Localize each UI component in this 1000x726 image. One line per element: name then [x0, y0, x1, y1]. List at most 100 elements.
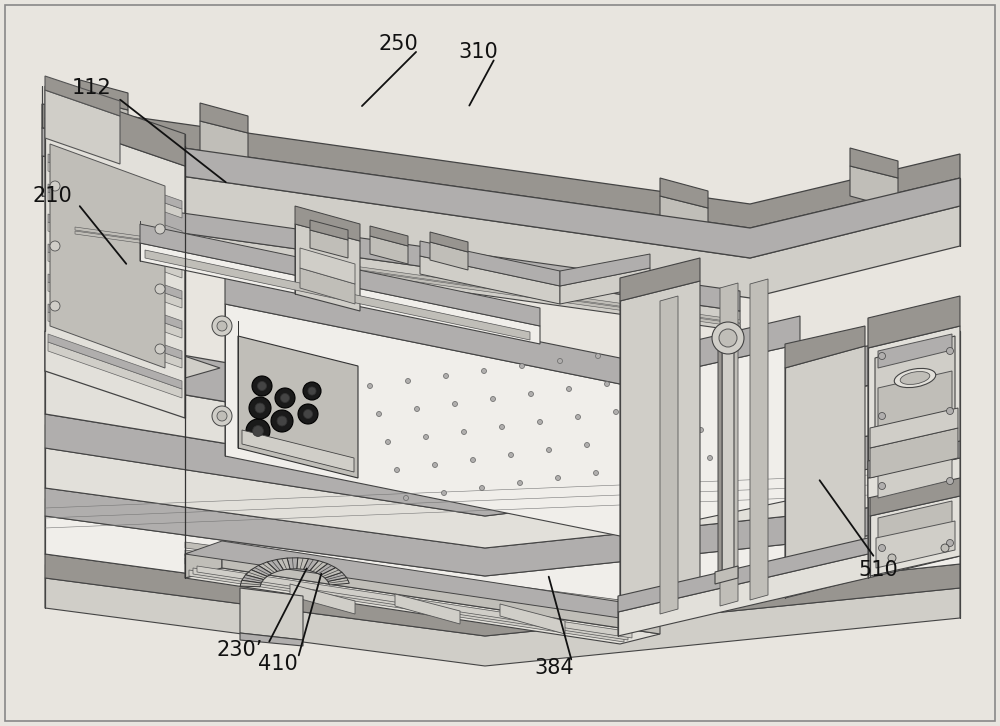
Polygon shape	[48, 154, 182, 209]
Circle shape	[386, 439, 390, 444]
Polygon shape	[45, 488, 960, 576]
Polygon shape	[48, 282, 182, 338]
Polygon shape	[200, 103, 248, 133]
Polygon shape	[868, 458, 960, 498]
Polygon shape	[140, 243, 540, 344]
Polygon shape	[45, 554, 960, 636]
Polygon shape	[80, 80, 128, 110]
Polygon shape	[370, 226, 408, 246]
Polygon shape	[297, 558, 308, 569]
Circle shape	[594, 470, 598, 476]
Circle shape	[415, 407, 420, 412]
Polygon shape	[620, 281, 700, 634]
Text: 250: 250	[378, 34, 418, 54]
Circle shape	[632, 465, 637, 470]
Polygon shape	[48, 162, 182, 218]
Polygon shape	[238, 336, 358, 478]
Circle shape	[642, 377, 648, 381]
Circle shape	[941, 544, 949, 552]
Circle shape	[614, 409, 618, 415]
Circle shape	[246, 419, 270, 443]
Polygon shape	[316, 563, 336, 575]
Polygon shape	[45, 371, 960, 486]
Circle shape	[271, 410, 293, 432]
Polygon shape	[222, 548, 660, 634]
Polygon shape	[185, 544, 222, 578]
Polygon shape	[45, 118, 185, 418]
Circle shape	[500, 425, 505, 430]
Circle shape	[946, 478, 954, 484]
Polygon shape	[618, 554, 868, 636]
Polygon shape	[720, 283, 738, 606]
Polygon shape	[300, 268, 355, 304]
Polygon shape	[45, 578, 960, 666]
Circle shape	[212, 406, 232, 426]
Circle shape	[520, 364, 524, 369]
Text: 230’: 230’	[217, 640, 263, 660]
Polygon shape	[48, 244, 182, 299]
Circle shape	[50, 241, 60, 251]
Polygon shape	[785, 326, 865, 368]
Circle shape	[946, 407, 954, 415]
Polygon shape	[75, 227, 740, 323]
Polygon shape	[50, 144, 165, 368]
Circle shape	[432, 462, 438, 468]
Polygon shape	[660, 296, 678, 614]
Polygon shape	[430, 232, 468, 252]
Circle shape	[406, 378, 411, 383]
Circle shape	[604, 381, 610, 386]
Polygon shape	[370, 236, 408, 264]
Circle shape	[155, 224, 165, 234]
Circle shape	[652, 404, 656, 409]
Circle shape	[50, 181, 60, 191]
Circle shape	[480, 486, 484, 491]
Circle shape	[444, 373, 448, 378]
Text: 112: 112	[72, 78, 112, 98]
Circle shape	[303, 382, 321, 400]
Ellipse shape	[900, 372, 930, 385]
Polygon shape	[295, 224, 360, 311]
Polygon shape	[240, 580, 261, 587]
Circle shape	[558, 359, 562, 364]
Circle shape	[368, 383, 372, 388]
Polygon shape	[878, 334, 952, 368]
Polygon shape	[878, 438, 952, 498]
Polygon shape	[45, 448, 960, 548]
Polygon shape	[560, 254, 650, 286]
Circle shape	[680, 372, 686, 377]
Circle shape	[556, 476, 560, 481]
Polygon shape	[246, 570, 267, 579]
Polygon shape	[48, 304, 182, 359]
Circle shape	[212, 316, 232, 336]
Circle shape	[879, 412, 886, 420]
Polygon shape	[870, 496, 960, 576]
Polygon shape	[200, 121, 248, 164]
Polygon shape	[850, 166, 898, 209]
Polygon shape	[48, 342, 182, 398]
Polygon shape	[193, 568, 628, 640]
Circle shape	[660, 433, 666, 438]
Circle shape	[394, 468, 400, 473]
Circle shape	[155, 284, 165, 294]
Polygon shape	[258, 562, 277, 574]
Polygon shape	[42, 128, 960, 258]
Polygon shape	[868, 441, 960, 478]
Text: 410: 410	[258, 654, 298, 674]
Circle shape	[946, 348, 954, 354]
Polygon shape	[878, 371, 952, 431]
Polygon shape	[48, 192, 182, 248]
Circle shape	[546, 447, 552, 452]
Polygon shape	[287, 558, 298, 569]
Polygon shape	[48, 274, 182, 329]
Polygon shape	[80, 98, 128, 141]
Polygon shape	[722, 346, 734, 581]
Circle shape	[879, 353, 886, 359]
Polygon shape	[295, 206, 360, 241]
Circle shape	[879, 544, 886, 552]
Polygon shape	[878, 501, 952, 561]
Circle shape	[490, 396, 496, 401]
Polygon shape	[240, 588, 303, 640]
Polygon shape	[251, 566, 272, 576]
Polygon shape	[660, 196, 708, 239]
Polygon shape	[189, 570, 624, 642]
